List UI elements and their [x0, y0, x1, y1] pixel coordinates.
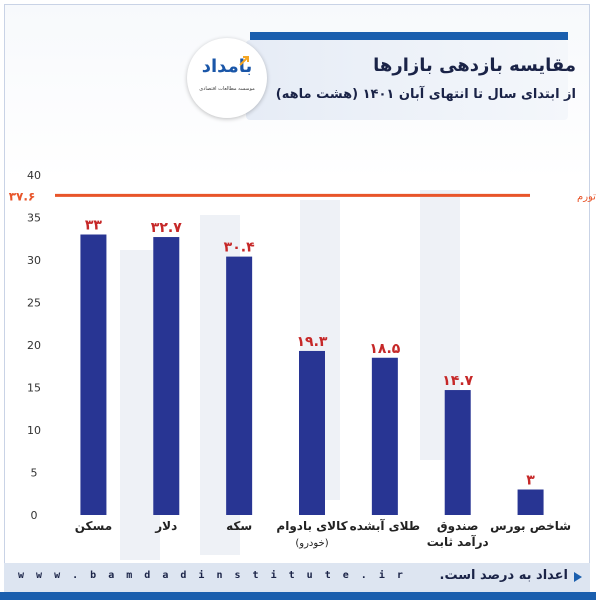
- footer-arrow-icon: [574, 572, 582, 582]
- bamdad-logo: بامداد موسسه مطالعات اقتصادی: [187, 38, 267, 118]
- bar-value-label: ۳۲.۷: [151, 220, 182, 236]
- header-card: [246, 40, 568, 120]
- watermark: [120, 190, 460, 560]
- x-category-label: مسکن: [75, 519, 112, 533]
- bar: [226, 256, 253, 515]
- bars: ۳۳ ۳۲.۷ ۳۰.۴ ۱۹.۳ ۱۸.۵ ۱۴.۷ ۳: [80, 218, 544, 516]
- y-tick-label: 10: [27, 424, 41, 437]
- bar: [153, 237, 180, 516]
- footer-bar: [4, 563, 590, 592]
- y-tick-label: 15: [27, 382, 41, 395]
- y-tick-label: 40: [27, 169, 41, 182]
- header-top-bar: [250, 32, 568, 40]
- y-tick-label: 20: [27, 339, 41, 352]
- footer-note: اعداد به درصد است.: [439, 568, 568, 583]
- y-tick-label: 5: [31, 467, 38, 480]
- x-category-label: دلار: [154, 519, 177, 533]
- inflation-reference: ۳۷.۶ نرخ تورم: [9, 189, 596, 203]
- x-category-label: (خودرو): [295, 538, 328, 549]
- bottom-bar: [0, 592, 596, 600]
- chart-subtitle: از ابتدای سال تا انتهای آبان ۱۴۰۱ (هشت م…: [275, 87, 576, 102]
- bar-value-label: ۱۸.۵: [369, 341, 400, 357]
- y-tick-label: 0: [31, 509, 38, 522]
- bar: [517, 489, 544, 515]
- bar: [299, 350, 325, 515]
- inflation-line-label: نرخ تورم: [577, 191, 596, 202]
- bar-value-label: ۳۳: [85, 218, 103, 234]
- bar: [80, 234, 107, 515]
- y-tick-label: 35: [27, 212, 41, 225]
- bar: [444, 390, 471, 515]
- x-category-label: شاخص بورس: [490, 519, 571, 534]
- bar-value-label: ۳۰.۴: [224, 240, 255, 256]
- logo-arrow-icon: [239, 56, 249, 66]
- x-category-label: کالای بادوام: [276, 519, 347, 534]
- y-tick-label: 25: [27, 297, 41, 310]
- footer-website: w w w . b a m d a d i n s t i t u t e . …: [18, 570, 406, 581]
- bar: [371, 357, 398, 515]
- logo-wordmark: بامداد: [201, 56, 253, 77]
- bar-value-label: ۳: [526, 473, 535, 489]
- x-axis-labels: مسکن دلار سکه کالای بادوام (خودرو) طلای آبشده…: [75, 518, 571, 549]
- bar-value-label: ۱۹.۳: [297, 334, 328, 350]
- logo-caption: موسسه مطالعات اقتصادی: [199, 86, 255, 92]
- x-category-label: درآمد ثابت: [427, 534, 489, 549]
- y-axis: 0 5 10 15 20 25 30 35 40: [27, 169, 41, 522]
- bar-value-label: ۱۴.۷: [442, 373, 473, 389]
- x-category-label: طلای آبشده: [350, 518, 420, 533]
- inflation-value-label: ۳۷.۶: [9, 189, 36, 203]
- x-category-label: صندوق: [437, 519, 479, 534]
- chart-title: مقایسه بازدهی بازارها: [373, 55, 576, 76]
- x-category-label: سکه: [226, 519, 252, 533]
- y-tick-label: 30: [27, 254, 41, 267]
